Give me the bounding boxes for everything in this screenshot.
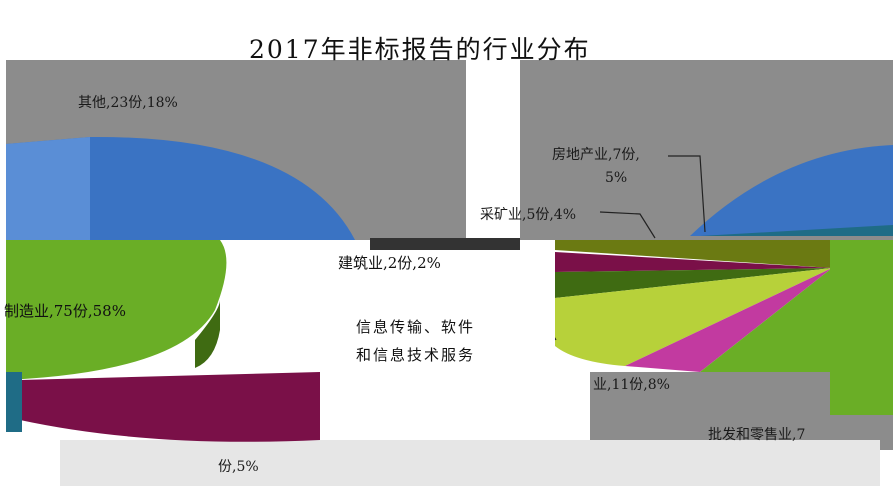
label-it-line1: 信息传输、软件: [356, 318, 476, 336]
slice-construction: [555, 252, 832, 272]
label-it-line3: 份,5%: [218, 459, 259, 475]
slice-right-green-strip: [830, 240, 893, 415]
slice-pink: [625, 268, 832, 372]
slice-manufacturing: [6, 240, 227, 380]
gap-mid-white: [320, 240, 555, 440]
slice-left-magenta: [20, 372, 320, 442]
slice-manufacturing-side: [195, 300, 220, 368]
label-wholesale: 批发和零售业,7: [708, 427, 806, 443]
slice-realestate: [690, 145, 893, 236]
label-realestate-line1: 房地产业,7份,: [552, 147, 640, 163]
label-construction: 建筑业,2份,2%: [338, 254, 441, 272]
slice-lime: [555, 268, 832, 366]
label-realestate-line2: 5%: [605, 170, 628, 186]
label-it-line2: 和信息技术服务: [356, 346, 476, 364]
gap-mid-dark: [370, 238, 520, 250]
label-other: 其他,23份,18%: [78, 95, 178, 111]
label-mining: 采矿业,5份,4%: [480, 207, 577, 223]
leader-realestate: [668, 155, 706, 233]
gray-band-bottom-left: [60, 440, 880, 486]
chart-title: 2017年非标报告的行业分布: [249, 35, 591, 64]
slice-other-shade: [6, 137, 90, 240]
slice-realestate-edge: [700, 225, 893, 236]
slice-mining: [548, 240, 832, 268]
label-manufacturing: 制造业,75份,58%: [4, 302, 126, 320]
leader-mining: [599, 211, 656, 239]
label-small-slice: 业,11份,8%: [593, 377, 670, 393]
slice-other: [6, 136, 355, 240]
slice-left-teal: [6, 372, 22, 432]
gap-center-white: [466, 40, 520, 240]
